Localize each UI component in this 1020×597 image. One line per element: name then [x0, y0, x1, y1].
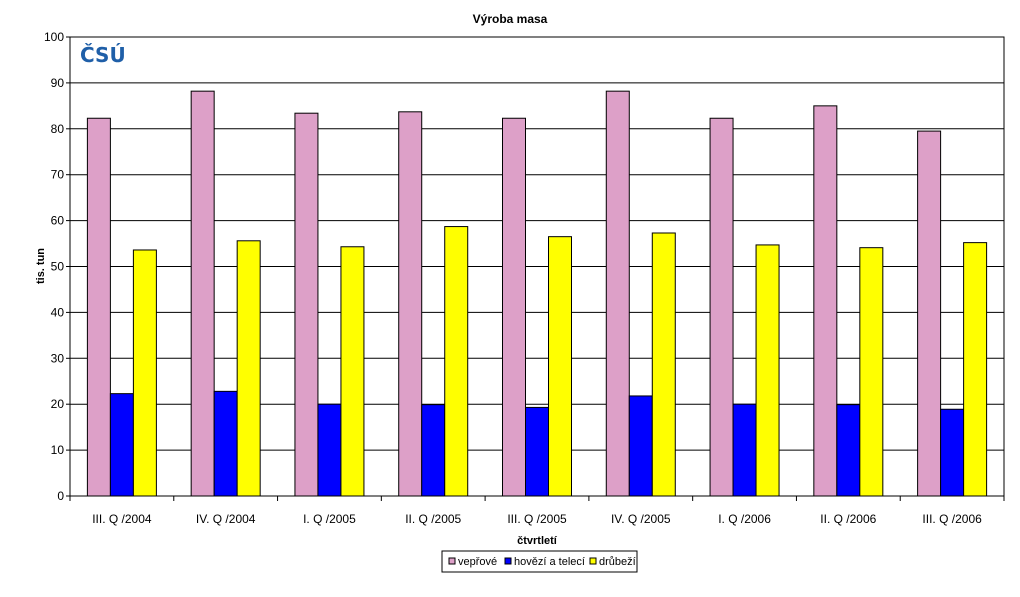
y-tick-label: 10	[51, 443, 65, 457]
bar	[651, 232, 676, 497]
legend-label: drůbeží	[599, 556, 636, 568]
bar	[963, 242, 988, 497]
x-tick-label: II. Q /2006	[820, 512, 876, 526]
csu-logo-text: ČSÚ	[80, 43, 126, 67]
y-axis-label: tis. tun	[35, 248, 47, 284]
bar	[940, 408, 965, 497]
x-tick-label: IV. Q /2004	[196, 512, 256, 526]
bar	[628, 395, 653, 497]
bar	[836, 404, 861, 497]
bar	[109, 393, 134, 497]
bar	[444, 226, 469, 497]
x-tick-label: I. Q /2006	[718, 512, 771, 526]
bar	[502, 117, 526, 497]
bar	[548, 236, 572, 497]
x-axis-ticks: III. Q /2004 IV. Q /2004 I. Q /2005 II. Q /…	[69, 496, 1005, 526]
x-tick-label: IV. Q /2005	[611, 512, 671, 526]
bar	[317, 403, 342, 497]
y-tick-label: 20	[51, 397, 65, 411]
legend: vepřové hovězí a telecí drůbeží	[441, 550, 638, 573]
y-tick-label: 90	[51, 76, 65, 90]
bar	[340, 246, 365, 497]
y-axis-ticks: 0 10 20 30 40 50 60 70 80 90 100	[44, 30, 70, 503]
legend-swatch	[504, 557, 512, 565]
bar	[398, 111, 423, 497]
bar	[132, 249, 157, 497]
y-tick-label: 40	[51, 305, 65, 319]
y-tick-label: 100	[44, 30, 64, 44]
bar	[213, 390, 238, 497]
y-tick-label: 0	[57, 489, 64, 503]
x-tick-label: III. Q /2005	[507, 512, 567, 526]
legend-label: vepřové	[458, 556, 497, 568]
legend-swatch	[448, 557, 456, 565]
x-tick-label: III. Q /2006	[922, 512, 982, 526]
bar	[709, 117, 734, 497]
bar	[813, 105, 838, 497]
bar	[190, 90, 215, 497]
y-tick-label: 30	[51, 351, 65, 365]
bar	[86, 117, 111, 497]
bars	[86, 90, 988, 497]
legend-box	[441, 550, 638, 573]
x-tick-label: III. Q /2004	[92, 512, 152, 526]
csu-logo: ČSÚ	[80, 43, 126, 67]
bar	[732, 403, 757, 497]
bar	[236, 240, 261, 497]
y-tick-label: 60	[51, 214, 65, 228]
bar	[755, 244, 780, 497]
legend-label: hovězí a telecí	[514, 556, 585, 568]
chart-title: Výroba masa	[473, 12, 548, 26]
x-axis-label: čtvrtletí	[517, 535, 558, 547]
bar	[859, 247, 884, 497]
y-tick-label: 80	[51, 122, 65, 136]
bar	[917, 130, 942, 497]
bar	[294, 112, 319, 497]
y-tick-label: 50	[51, 260, 65, 274]
x-tick-label: I. Q /2005	[303, 512, 356, 526]
y-tick-label: 70	[51, 168, 65, 182]
bar	[605, 90, 630, 497]
bar	[525, 406, 549, 497]
legend-swatch	[589, 557, 597, 565]
x-tick-label: II. Q /2005	[405, 512, 461, 526]
bar	[421, 404, 446, 497]
